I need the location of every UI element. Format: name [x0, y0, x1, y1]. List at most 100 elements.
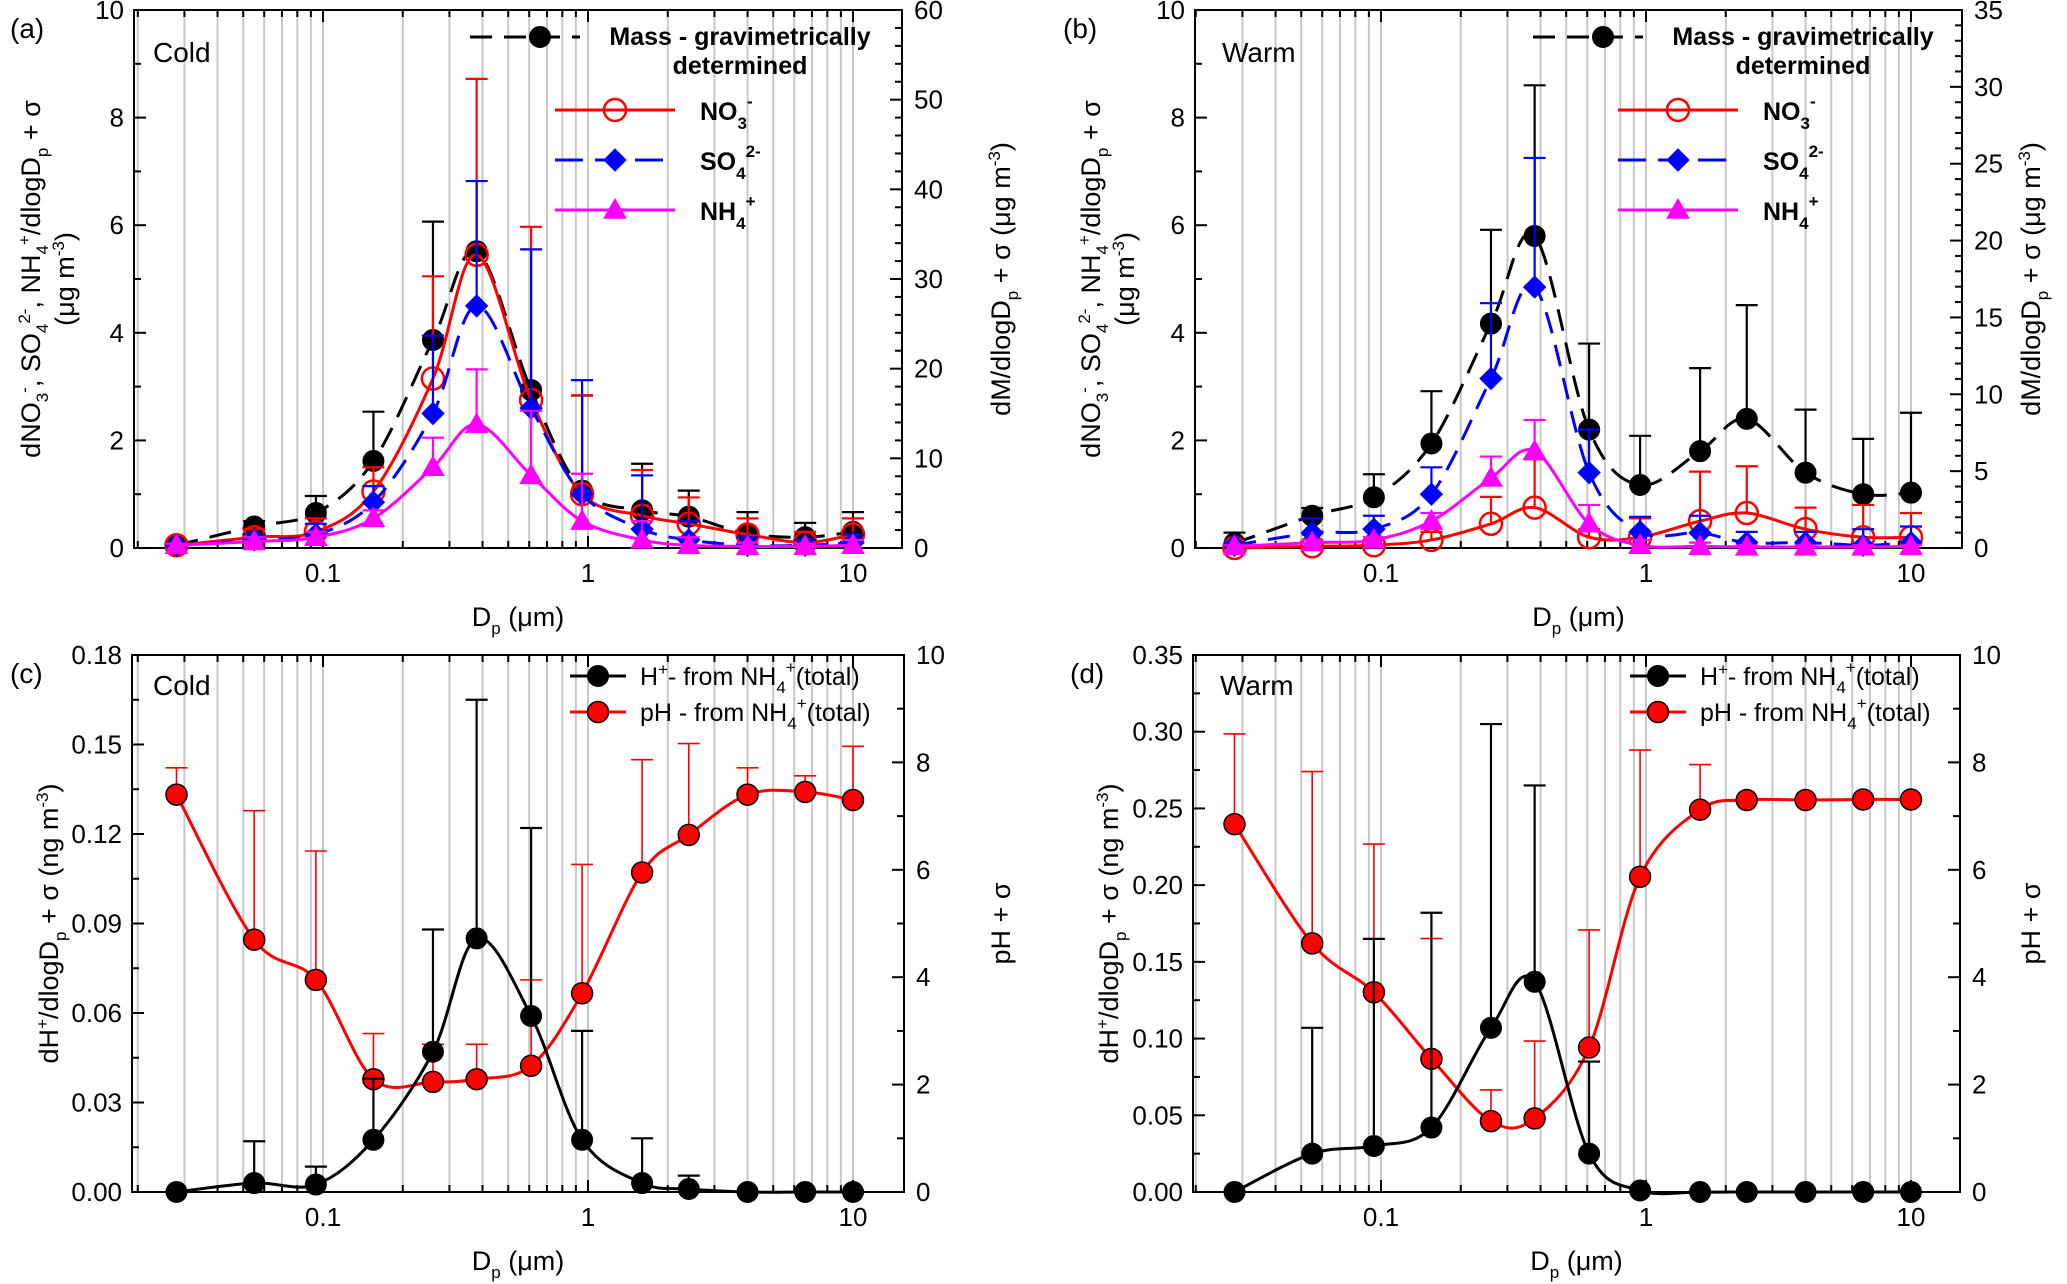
y-tick-label-right: 4 — [916, 962, 930, 992]
data-point — [1522, 275, 1547, 299]
y-tick-label-left: 0.06 — [71, 998, 122, 1028]
data-point — [1628, 865, 1652, 889]
plot-frame — [131, 654, 905, 1193]
y-tick-label-left: 2 — [1171, 425, 1185, 455]
data-point — [1362, 527, 1386, 549]
series-mass-gravimetrically-determined — [1223, 84, 1922, 555]
x-tick-label: 0.1 — [1363, 1202, 1399, 1232]
data-point — [1577, 511, 1601, 533]
data-point — [1794, 788, 1817, 812]
data-point — [676, 533, 701, 555]
data-point — [1628, 533, 1652, 555]
data-point — [1852, 1181, 1875, 1203]
series-h-from-nh4-total- — [1223, 722, 1922, 1203]
data-point — [736, 783, 759, 806]
data-point — [421, 1070, 445, 1094]
panel-d: 0.1 1 10 0.00 0.05 0.10 0.15 0.20 0.25 0.30 0.35 0 2… — [1070, 640, 2046, 1282]
legend-label-mass-line1: Mass - gravimetrically — [1672, 23, 1933, 51]
y-tick-label-left: 0.00 — [71, 1177, 122, 1207]
legend-label-mass-line2: determined — [1736, 52, 1871, 80]
data-point — [630, 861, 654, 884]
plot-frame — [133, 9, 903, 549]
y-tick-label-right: 10 — [1974, 379, 2003, 409]
y-tick-label-right: 60 — [914, 0, 943, 25]
data-point — [1899, 534, 1923, 556]
y-axis-title-right: dM/dlogDp + σ (μg m-3) — [2015, 142, 2052, 416]
y-tick-label-left: 0.12 — [71, 819, 122, 849]
legend-label: NO3- — [1763, 92, 1816, 133]
y-tick-label-right: 15 — [1974, 302, 2003, 332]
y-tick-label-left: 0.25 — [1132, 793, 1183, 823]
panel-label: (c) — [10, 658, 43, 689]
legend-label: H+- from NH4+(total) — [1700, 658, 1920, 697]
y-axis-title-right: pH + σ — [986, 882, 1016, 964]
series-nh4- — [1222, 418, 1923, 556]
x-tick-label: 10 — [839, 558, 868, 588]
y-tick-label-left: 0.18 — [71, 640, 122, 670]
legend-label: H+- from NH4+(total) — [640, 658, 860, 697]
data-point — [570, 509, 594, 530]
series-group — [1222, 84, 1924, 561]
legend-marker — [603, 197, 627, 219]
data-point — [793, 534, 818, 556]
y-tick-label-right: 30 — [914, 264, 943, 294]
y-tick-label-right: 35 — [1974, 0, 2003, 25]
series-group — [164, 77, 866, 558]
data-point — [1734, 534, 1759, 556]
y-tick-label-left: 8 — [110, 103, 124, 133]
data-point — [1735, 788, 1759, 812]
legend-marker — [1665, 97, 1691, 123]
panel-c: 0.1 1 10 0.00 0.03 0.06 0.09 0.12 0.15 0.18 0 2 4 6 8 1… — [10, 640, 1016, 1282]
series-line — [1233, 797, 1912, 1130]
y-tick-label-right: 6 — [1972, 855, 1986, 885]
data-point — [677, 1178, 700, 1201]
x-tick-label: 10 — [839, 1202, 868, 1232]
data-point — [362, 1128, 385, 1151]
panel-label: (b) — [1063, 13, 1097, 44]
y-tick-label-right: 10 — [1972, 640, 2001, 670]
data-point — [1900, 1181, 1922, 1203]
data-point — [1479, 1016, 1502, 1039]
data-point — [793, 780, 817, 804]
series-line — [176, 936, 853, 1194]
data-point — [421, 1040, 444, 1063]
series-line — [1233, 974, 1911, 1196]
data-point — [1301, 1142, 1324, 1165]
data-point — [1577, 460, 1601, 485]
x-tick-label: 1 — [1639, 1202, 1653, 1232]
y-axis-title-left: dH+/dlogDp + σ (ng m-3) — [33, 783, 70, 1063]
data-point — [165, 1181, 188, 1203]
y-axis-title-left: dNO3-, SO42-, NH4+/dlogDp + σ — [1075, 100, 1112, 458]
y-tick-label-right: 10 — [916, 640, 945, 670]
x-tick-label: 0.1 — [305, 1202, 341, 1232]
series-line — [1233, 231, 1912, 545]
data-point — [631, 1172, 654, 1195]
data-point — [841, 788, 865, 812]
y-tick-label-right: 0 — [916, 1177, 930, 1207]
series-so4-2- — [164, 179, 865, 558]
y-tick-label-left: 8 — [1171, 103, 1185, 133]
x-axis-title: Dp (μm) — [1530, 1246, 1623, 1282]
x-tick-label: 0.1 — [1363, 558, 1399, 588]
y-tick-label-left: 6 — [110, 210, 124, 240]
data-point — [1578, 1142, 1601, 1165]
y-tick-label-left: 0 — [110, 533, 124, 563]
data-point — [304, 1173, 327, 1196]
data-point — [571, 1128, 594, 1151]
data-point — [519, 1054, 543, 1078]
season-label: Cold — [153, 37, 211, 68]
data-point — [841, 533, 865, 555]
y-tick-label-left: 0.05 — [1132, 1100, 1183, 1130]
y-tick-label-left: 0.09 — [71, 909, 122, 939]
y-tick-label-right: 4 — [1972, 962, 1986, 992]
y-tick-label-right: 40 — [914, 174, 943, 204]
y-tick-label-left: 0.35 — [1132, 640, 1183, 670]
season-label: Warm — [1220, 670, 1294, 701]
data-point — [1629, 1179, 1652, 1202]
series-h-from-nh4-total- — [165, 698, 864, 1203]
data-point — [1689, 1181, 1712, 1203]
x-tick-label: 10 — [1897, 1202, 1926, 1232]
data-point — [1300, 932, 1324, 955]
data-point — [304, 525, 328, 546]
